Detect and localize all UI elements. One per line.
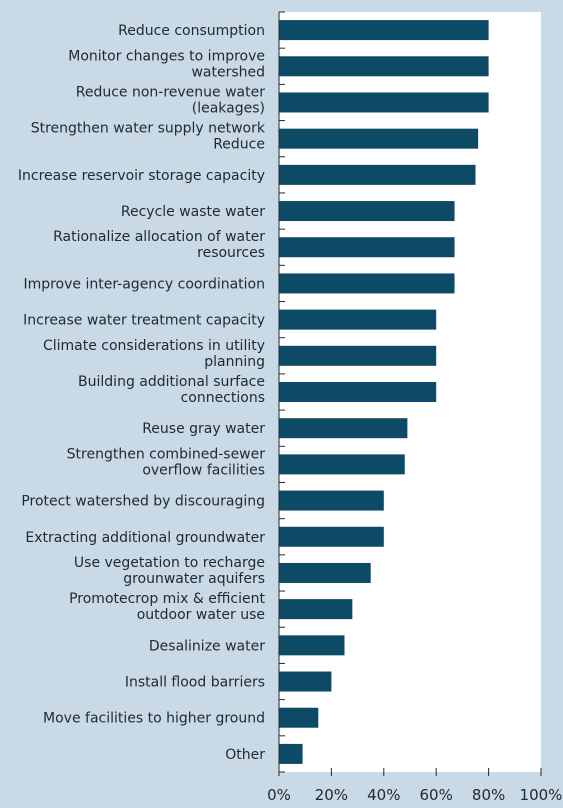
category-label: Increase reservoir storage capacity (18, 168, 265, 184)
bars (279, 20, 489, 764)
category-label-line: Extracting additional groundwater (25, 530, 265, 546)
category-label: Reuse gray water (142, 421, 265, 437)
category-label-line: Increase water treatment capacity (23, 313, 265, 329)
category-label-line: Recycle waste water (121, 204, 265, 220)
category-label-line: Increase reservoir storage capacity (18, 168, 265, 184)
category-label: Move facilities to higher ground (43, 711, 265, 727)
category-label-line: Use vegetation to recharge (74, 555, 265, 571)
category-label-line: Monitor changes to improve (68, 48, 265, 64)
bar (279, 164, 476, 185)
bar (279, 454, 405, 475)
category-label: Promotecrop mix & efficient outdoor water… (69, 591, 265, 623)
x-tick-label: 40% (367, 786, 400, 804)
category-label-line: Reduce consumption (118, 23, 265, 39)
bar (279, 382, 437, 402)
bar (279, 201, 455, 222)
bar (279, 671, 332, 692)
bar (279, 20, 489, 41)
category-label: Building additional surface connections (78, 374, 265, 406)
category-label: Use vegetation to recharge grounwater aqu… (74, 555, 265, 587)
category-label-line: (leakages) (192, 100, 265, 116)
category-label: Increase water treatment capacity (23, 313, 265, 329)
bar (279, 273, 455, 294)
bar (279, 309, 437, 330)
category-label-line: Move facilities to higher ground (43, 711, 265, 727)
category-label-line: overflow facilities (142, 462, 265, 478)
category-label-line: Promotecrop mix & efficient (69, 591, 265, 607)
category-label: Reduce non-revenue water (leakages) (76, 84, 265, 116)
category-label-line: Improve inter-agency coordination (23, 276, 265, 292)
category-label: Climate considerations in utility plannin… (43, 338, 265, 370)
bar (279, 599, 353, 620)
bar (279, 562, 371, 583)
category-label: Recycle waste water (121, 204, 265, 220)
x-ticks: 0% 20% 40% 60% 80% 100% (267, 768, 562, 804)
category-label-line: Reduce non-revenue water (76, 84, 265, 100)
category-label: Protect watershed by discouraging (21, 494, 265, 510)
x-tick-label: 80% (472, 786, 505, 804)
category-label-line: Building additional surface (78, 374, 265, 390)
x-tick-label: 0% (267, 786, 291, 804)
category-label-line: planning (204, 354, 265, 370)
category-label: Desalinize water (149, 638, 265, 654)
category-label-line: watershed (191, 64, 265, 80)
category-label-line: grounwater aquifers (123, 571, 265, 587)
category-label-line: connections (181, 390, 265, 406)
bar (279, 526, 384, 547)
bar (279, 418, 408, 439)
category-label: Strengthen combined-sewer overflow facili… (67, 446, 266, 478)
category-label-line: Protect watershed by discouraging (21, 494, 265, 510)
category-label-line: Install flood barriers (125, 675, 265, 691)
category-label-line: Strengthen combined-sewer (67, 446, 266, 462)
bar (279, 237, 455, 258)
category-label: Improve inter-agency coordination (23, 276, 265, 292)
category-label-line: Reuse gray water (142, 421, 265, 437)
category-label: Reduce consumption (118, 23, 265, 39)
category-label: Install flood barriers (125, 675, 265, 691)
category-labels: Reduce consumption Monitor changes to imp… (18, 23, 266, 763)
category-label-line: Desalinize water (149, 638, 265, 654)
bar (279, 490, 384, 511)
category-label-line: Climate considerations in utility (43, 338, 265, 354)
category-label-line: Strengthen water supply network (31, 121, 266, 137)
bar (279, 56, 489, 77)
y-ticks (279, 11, 285, 773)
category-label-line: Rationalize allocation of water (53, 229, 265, 245)
category-label-line: resources (197, 245, 265, 261)
bar (279, 92, 489, 113)
category-label-line: Reduce (213, 137, 265, 153)
category-label-line: Other (225, 747, 265, 763)
bar (279, 128, 479, 149)
category-label: Monitor changes to improve watershed (68, 48, 265, 80)
bar (279, 707, 319, 728)
x-tick-label: 20% (315, 786, 348, 804)
category-label: Other (225, 747, 265, 763)
bar (279, 743, 303, 764)
category-label: Strengthen water supply network Reduce (31, 121, 266, 153)
x-tick-label: 60% (420, 786, 453, 804)
category-label: Rationalize allocation of water resources (53, 229, 265, 261)
x-tick-label: 100% (520, 786, 563, 804)
category-label-line: outdoor water use (137, 607, 265, 623)
category-label: Extracting additional groundwater (25, 530, 265, 546)
bar (279, 345, 437, 366)
bar (279, 635, 345, 656)
